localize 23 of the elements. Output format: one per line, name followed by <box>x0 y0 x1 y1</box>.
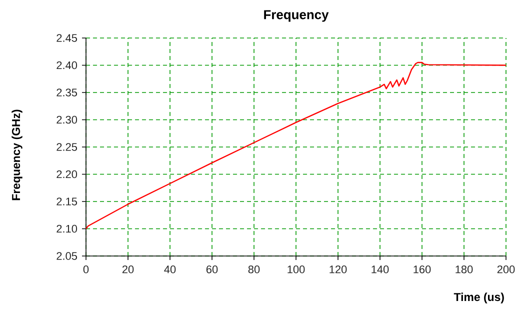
x-tick-label: 80 <box>248 266 260 274</box>
x-tick-label: 40 <box>164 266 176 274</box>
y-tick-label: 2.05 <box>56 252 78 260</box>
x-tick-label: 0 <box>83 266 89 274</box>
x-tick-label: 180 <box>456 266 473 274</box>
x-tick-label: 100 <box>288 266 305 274</box>
y-tick-label: 2.40 <box>56 61 78 70</box>
y-tick-label: 2.30 <box>56 116 78 124</box>
y-tick-label: 2.45 <box>56 34 78 42</box>
x-tick-label: 160 <box>414 266 431 274</box>
x-tick-label: 20 <box>122 266 134 274</box>
chart-title: Frequency <box>264 10 329 22</box>
x-tick-label: 200 <box>497 266 515 274</box>
x-axis-title: Time (us) <box>454 292 504 304</box>
y-tick-label: 2.10 <box>56 224 78 233</box>
y-axis-title: Frequency (GHz) <box>12 110 22 200</box>
y-tick-label: 2.35 <box>56 88 78 96</box>
x-tick-label: 60 <box>206 266 218 274</box>
x-tick-label: 120 <box>330 266 347 274</box>
y-tick-label: 2.25 <box>56 143 78 151</box>
y-tick-label: 2.20 <box>56 170 78 178</box>
x-tick-label: 140 <box>372 266 389 274</box>
y-tick-label: 2.15 <box>56 198 78 206</box>
